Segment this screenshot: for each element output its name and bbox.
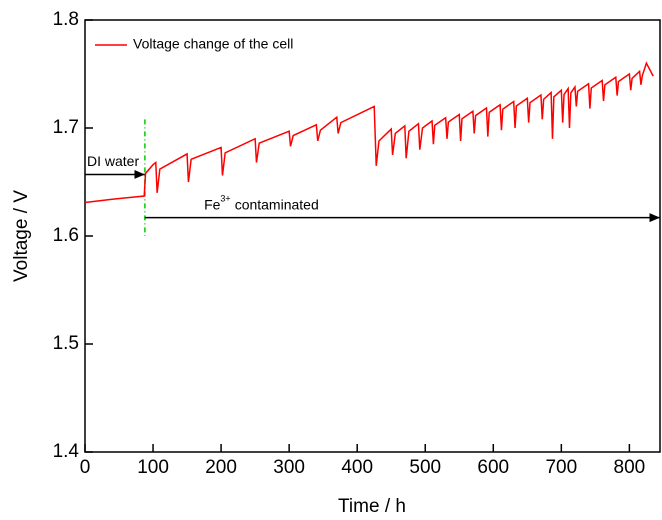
y-tick-label: 1.7 xyxy=(53,117,79,138)
x-tick-label: 700 xyxy=(545,457,577,478)
x-tick-label: 500 xyxy=(409,457,441,478)
y-tick-label: 1.5 xyxy=(53,333,79,354)
y-tick-label: 1.4 xyxy=(53,441,80,462)
annotation-part: Fe xyxy=(204,196,221,212)
annotation-sup: 3+ xyxy=(220,194,230,204)
y-tick-label: 1.6 xyxy=(53,225,79,246)
y-axis-label: Voltage / V xyxy=(11,190,32,282)
annotation: DI water xyxy=(87,153,139,169)
x-tick-label: 0 xyxy=(80,457,91,478)
x-tick-label: 200 xyxy=(205,457,237,478)
legend-label: Voltage change of the cell xyxy=(133,36,293,52)
x-tick-label: 100 xyxy=(137,457,169,478)
annotation: Fe3+ contaminated xyxy=(204,194,319,212)
data-line xyxy=(84,61,654,204)
x-tick-label: 800 xyxy=(614,457,646,478)
x-axis-label: Time / h xyxy=(338,496,406,517)
x-tick-label: 400 xyxy=(341,457,373,478)
y-tick-label: 1.8 xyxy=(53,9,79,30)
x-tick-label: 300 xyxy=(273,457,305,478)
x-tick-label: 600 xyxy=(477,457,509,478)
annotation-part: contaminated xyxy=(235,196,319,212)
plot-frame xyxy=(84,19,661,453)
